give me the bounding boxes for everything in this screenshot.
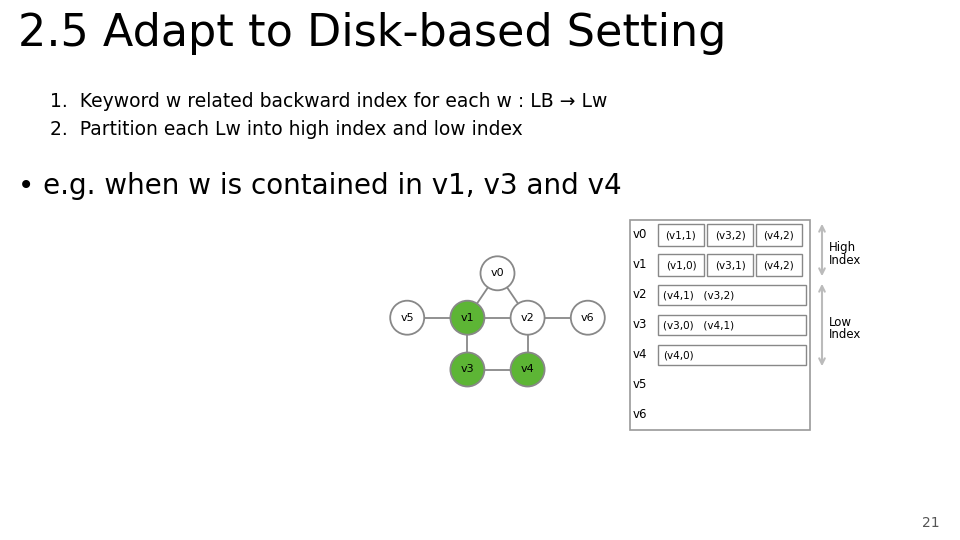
Text: 2.  Partition each Lw into high index and low index: 2. Partition each Lw into high index and… <box>50 120 523 139</box>
Text: v1: v1 <box>461 313 474 323</box>
Bar <box>658 224 704 246</box>
Text: v4: v4 <box>520 364 535 375</box>
Text: v0: v0 <box>491 268 504 278</box>
Bar <box>630 220 810 430</box>
Text: 21: 21 <box>923 516 940 530</box>
Bar <box>658 345 806 365</box>
Text: 2.5 Adapt to Disk-based Setting: 2.5 Adapt to Disk-based Setting <box>18 12 727 55</box>
Text: Low: Low <box>829 315 852 328</box>
Bar <box>707 254 753 276</box>
Text: (v1,0): (v1,0) <box>665 260 696 270</box>
Text: v0: v0 <box>633 228 647 241</box>
Text: (v4,2): (v4,2) <box>763 230 794 240</box>
Circle shape <box>511 353 544 387</box>
Bar <box>756 254 802 276</box>
Circle shape <box>390 301 424 335</box>
Bar <box>707 224 753 246</box>
Text: • e.g. when w is contained in v1, v3 and v4: • e.g. when w is contained in v1, v3 and… <box>18 172 622 200</box>
Text: Index: Index <box>829 253 861 267</box>
Text: (v3,1): (v3,1) <box>714 260 745 270</box>
Text: v6: v6 <box>581 313 594 323</box>
Text: v5: v5 <box>400 313 414 323</box>
Text: (v3,0)   (v4,1): (v3,0) (v4,1) <box>663 320 734 330</box>
Circle shape <box>481 256 515 291</box>
Text: v3: v3 <box>633 319 647 332</box>
Text: 1.  Keyword w related backward index for each w : LB → Lw: 1. Keyword w related backward index for … <box>50 92 608 111</box>
Text: v2: v2 <box>520 313 535 323</box>
Text: v6: v6 <box>633 408 647 422</box>
Circle shape <box>450 353 485 387</box>
Text: (v4,1)   (v3,2): (v4,1) (v3,2) <box>663 290 734 300</box>
Text: v1: v1 <box>633 259 647 272</box>
Text: (v4,0): (v4,0) <box>663 350 694 360</box>
Text: High: High <box>829 240 856 253</box>
Text: v4: v4 <box>633 348 647 361</box>
Text: Index: Index <box>829 328 861 341</box>
Bar <box>658 315 806 335</box>
Bar <box>658 285 806 305</box>
Circle shape <box>571 301 605 335</box>
Text: v3: v3 <box>461 364 474 375</box>
Text: (v1,1): (v1,1) <box>665 230 696 240</box>
Text: (v4,2): (v4,2) <box>763 260 794 270</box>
Text: v5: v5 <box>633 379 647 392</box>
Text: v2: v2 <box>633 288 647 301</box>
Circle shape <box>450 301 485 335</box>
Bar <box>658 254 704 276</box>
Bar <box>756 224 802 246</box>
Text: (v3,2): (v3,2) <box>714 230 745 240</box>
Circle shape <box>511 301 544 335</box>
